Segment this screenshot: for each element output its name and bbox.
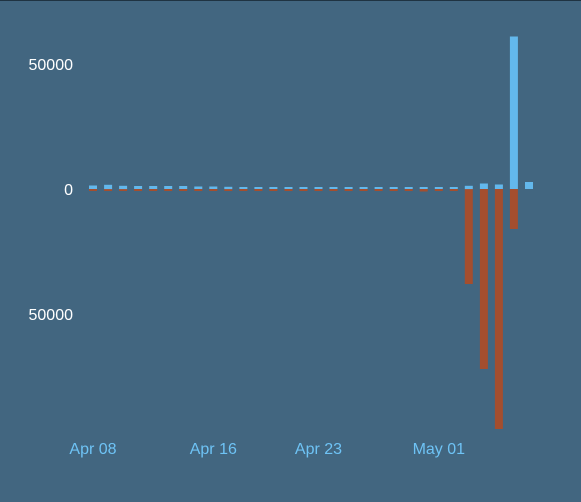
positive-bar-2024-04-09 <box>104 184 113 190</box>
negative-bar-2024-04-09 <box>104 189 113 191</box>
negative-bar-2024-05-04 <box>479 189 488 369</box>
positive-bar-2024-05-01 <box>434 187 443 189</box>
negative-bar-2024-04-11 <box>134 189 143 191</box>
negative-bar-2024-04-12 <box>149 189 158 191</box>
negative-bar-2024-04-15 <box>194 189 203 191</box>
x-tick-label: Apr 08 <box>69 441 116 458</box>
positive-bar-2024-04-26 <box>359 187 368 189</box>
negative-bar-2024-05-03 <box>464 189 473 284</box>
positive-bar-2024-04-21 <box>284 187 293 189</box>
positive-bar-2024-04-22 <box>299 187 308 189</box>
y-tick-label: 50000 <box>29 307 74 324</box>
positive-bar-2024-04-17 <box>224 186 233 190</box>
positive-bar-2024-05-07 <box>525 182 533 189</box>
negative-bar-2024-04-14 <box>179 189 188 191</box>
positive-bar-2024-04-20 <box>269 187 278 189</box>
negative-bar-2024-04-17 <box>224 189 233 191</box>
negative-bar-2024-04-18 <box>239 189 248 191</box>
positive-bar-2024-05-05 <box>494 184 503 189</box>
positive-bar-2024-05-04 <box>479 183 488 189</box>
negative-bars <box>89 189 518 429</box>
positive-bar-2024-04-13 <box>164 186 173 189</box>
negative-bar-2024-04-23 <box>314 189 323 191</box>
positive-bar-2024-04-11 <box>134 186 143 189</box>
positive-bar-2024-04-10 <box>119 185 128 190</box>
positive-bar-2024-04-15 <box>194 186 203 189</box>
positive-bar-2024-05-03 <box>464 185 473 190</box>
positive-bar-2024-04-27 <box>374 187 383 189</box>
y-tick-label: 0 <box>64 182 73 199</box>
negative-bar-2024-04-19 <box>254 189 263 191</box>
negative-bar-2024-04-16 <box>209 189 218 191</box>
positive-bar-2024-04-28 <box>389 187 398 189</box>
positive-bar-2024-05-02 <box>449 187 458 189</box>
negative-bar-2024-04-30 <box>419 189 428 192</box>
positive-bar-2024-04-12 <box>149 186 158 189</box>
positive-bar-2024-04-24 <box>329 187 338 189</box>
negative-bar-2024-04-21 <box>284 189 293 191</box>
negative-bar-2024-05-06 <box>509 189 518 229</box>
x-tick-label: Apr 23 <box>295 441 342 458</box>
negative-bar-2024-05-01 <box>434 189 443 191</box>
y-axis-ticks: 50000 0 50000 <box>29 57 74 324</box>
negative-bar-2024-04-10 <box>119 189 128 191</box>
negative-bar-2024-04-08 <box>89 189 97 191</box>
positive-bar-2024-04-16 <box>209 186 218 189</box>
positive-bar-2024-04-30 <box>419 187 428 189</box>
x-tick-label: May 01 <box>413 441 466 458</box>
x-tick-label: Apr 16 <box>190 441 237 458</box>
positive-bar-2024-04-18 <box>239 187 248 189</box>
negative-bar-2024-04-13 <box>164 189 173 191</box>
negative-bar-2024-04-28 <box>389 189 398 191</box>
positive-bars <box>89 36 533 190</box>
negative-bar-2024-04-29 <box>404 189 413 191</box>
positive-bar-2024-04-14 <box>179 186 188 189</box>
negative-bar-2024-04-24 <box>329 189 338 191</box>
negative-bar-2024-05-02 <box>449 189 458 191</box>
negative-bar-2024-05-05 <box>494 189 503 429</box>
x-axis-ticks: Apr 08 Apr 16 Apr 23 May 01 <box>69 441 465 458</box>
negative-bar-2024-04-26 <box>359 189 368 191</box>
positive-bar-2024-05-06 <box>509 36 518 189</box>
positive-bar-2024-04-08 <box>89 185 97 189</box>
y-tick-label: 50000 <box>29 57 74 74</box>
negative-bar-2024-04-25 <box>344 189 353 191</box>
positive-bar-2024-04-29 <box>404 187 413 189</box>
negative-bar-2024-04-20 <box>269 189 278 191</box>
positive-bar-2024-04-19 <box>254 187 263 189</box>
positive-bar-2024-04-23 <box>314 187 323 189</box>
positive-bar-2024-04-25 <box>344 187 353 189</box>
negative-bar-2024-04-22 <box>299 189 308 191</box>
negative-bar-2024-04-27 <box>374 189 383 191</box>
